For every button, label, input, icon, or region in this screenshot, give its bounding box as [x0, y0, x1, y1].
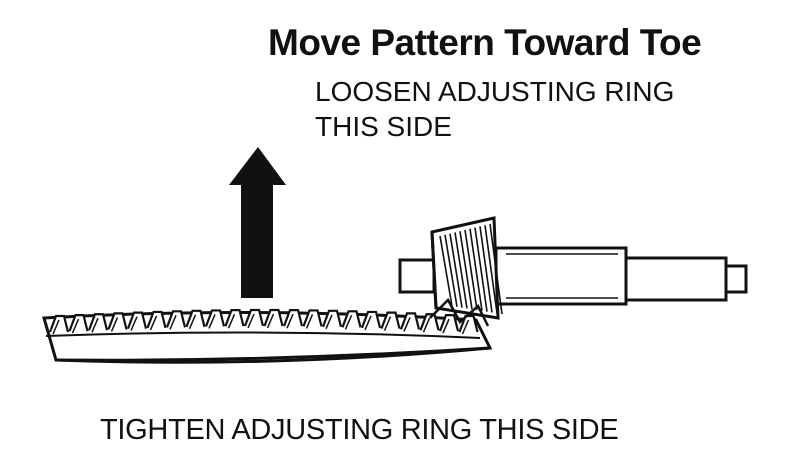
pinion-tooth-line — [474, 227, 488, 312]
ring-gear-tooth — [204, 309, 226, 327]
ring-gear-tooth — [302, 309, 323, 327]
ring-gear-tooth — [419, 313, 440, 331]
ring-gear-tooth-shade — [169, 315, 177, 330]
ring-gear-tooth-shade — [149, 315, 158, 331]
ring-gear-tooth-shade — [208, 314, 216, 329]
ring-gear-tooth-shade — [383, 316, 392, 331]
pinion-tooth-line — [469, 228, 483, 311]
ring-gear-tooth — [68, 314, 89, 332]
ring-gear-tooth — [263, 308, 284, 327]
pinion-tooth-line — [479, 226, 493, 313]
ring-gear-tooth-shade — [325, 314, 333, 330]
ring-gear-tooth — [341, 310, 362, 328]
ring-gear-tooth — [380, 311, 401, 330]
ring-gear-tooth — [165, 310, 187, 328]
loosen-instruction: LOOSEN ADJUSTING RING THIS SIDE — [315, 76, 675, 142]
ring-gear-tooth-shade — [71, 318, 80, 334]
pinion-tooth-line — [459, 231, 473, 310]
ring-gear-tooth-shade — [403, 317, 411, 332]
ring-gear — [42, 308, 493, 364]
ring-gear-tooth-shade — [130, 316, 138, 331]
ring-gear-tooth — [243, 308, 265, 327]
pinion-tooth-line — [454, 232, 468, 309]
pinion-tooth-line — [449, 233, 463, 308]
ring-gear-tooth-shade — [110, 317, 119, 332]
pinion-gear-teeth — [439, 223, 503, 315]
ring-gear-tooth — [224, 309, 245, 327]
ring-gear-tooth — [185, 309, 206, 328]
ring-gear-tooth — [146, 310, 167, 329]
ring-gear-tooth — [321, 309, 343, 328]
ring-gear-tooth — [399, 312, 421, 330]
ring-gear-tooth-shade — [247, 313, 255, 329]
ring-gear-tooth-shade — [442, 318, 450, 334]
tighten-instruction: TIGHTEN ADJUSTING RING THIS SIDE — [100, 414, 619, 446]
pinion-tooth-line — [484, 225, 498, 314]
pinion-tooth-line — [439, 235, 453, 307]
ring-gear-tooth — [87, 313, 109, 331]
ring-gear-tooth — [126, 311, 148, 330]
ring-gear-tooth — [438, 314, 460, 332]
ring-gear-tooth-shade — [286, 313, 294, 329]
pinion-tooth-line — [444, 234, 458, 307]
ring-gear-tooth — [360, 310, 382, 329]
diagram-title: Move Pattern Toward Toe — [268, 22, 702, 63]
ring-gear-tooth — [48, 314, 70, 333]
mesh-contact — [429, 297, 490, 327]
up-arrow-icon — [229, 147, 286, 298]
pinion-shaft — [398, 246, 748, 306]
ring-gear-tooth-shade — [188, 314, 197, 330]
ring-gear-tooth — [107, 312, 128, 330]
pinion-gear — [430, 216, 503, 320]
ring-gear-tooth-shade — [422, 317, 431, 333]
ring-gear-tooth-shade — [266, 313, 275, 329]
ring-gear-tooth-shade — [91, 317, 99, 333]
ring-gear-tooth — [282, 309, 304, 327]
ring-gear-tooth-shade — [461, 319, 470, 335]
pinion-tooth-line — [489, 223, 503, 315]
ring-gear-tooth-shade — [305, 314, 314, 329]
ring-gear-teeth — [48, 308, 479, 335]
pinion-tooth-line — [464, 229, 478, 311]
ring-gear-tooth-shade — [52, 319, 60, 335]
ring-gear-tooth-shade — [227, 313, 236, 329]
ring-gear-tooth-shade — [344, 315, 353, 330]
ring-gear-tooth-shade — [364, 315, 372, 331]
